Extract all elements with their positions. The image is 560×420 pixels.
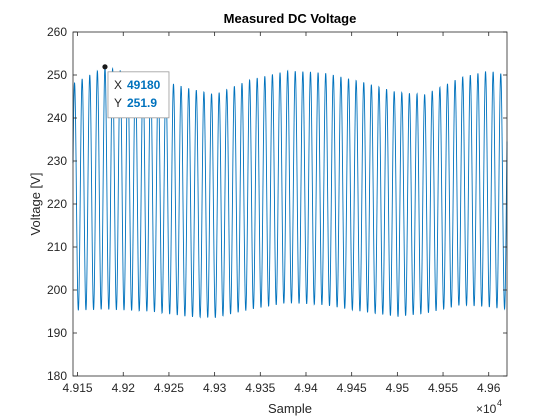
x-tick-label: 4.92	[112, 381, 136, 395]
voltage-series-line	[72, 66, 508, 319]
y-tick-label: 230	[47, 154, 67, 168]
x-axis: 4.915 4.92 4.925 4.93 4.935 4.94 4.945 4.95 4.95…	[63, 32, 501, 395]
y-axis: 180 190 200 210 220 230 240 250 260	[47, 25, 507, 383]
y-tick-label: 180	[47, 369, 67, 383]
datatip-marker	[102, 64, 108, 70]
chart-title: Measured DC Voltage	[224, 11, 357, 26]
x-axis-label: Sample	[268, 401, 312, 416]
y-tick-label: 200	[47, 283, 67, 297]
datatip-y-label: Y	[114, 96, 122, 110]
x-exponent: ×10 4	[476, 398, 502, 416]
x-exponent-base: ×10	[476, 402, 497, 416]
y-tick-label: 210	[47, 240, 67, 254]
x-tick-label: 4.93	[203, 381, 227, 395]
x-tick-label: 4.925	[154, 381, 184, 395]
y-axis-label: Voltage [V]	[28, 173, 43, 236]
series-group	[72, 66, 508, 319]
datatip[interactable]: X 49180 Y 251.9	[102, 64, 170, 119]
datatip-x-label: X	[114, 78, 122, 92]
datatip-x-value: 49180	[127, 78, 161, 92]
x-tick-label: 4.945	[337, 381, 367, 395]
x-tick-label: 4.935	[245, 381, 275, 395]
x-tick-label: 4.94	[294, 381, 318, 395]
x-tick-label: 4.96	[477, 381, 501, 395]
y-tick-label: 250	[47, 68, 67, 82]
datatip-y-value: 251.9	[127, 96, 157, 110]
datatip-box	[107, 71, 170, 119]
x-exponent-power: 4	[497, 398, 502, 408]
y-tick-label: 260	[47, 25, 67, 39]
y-tick-label: 240	[47, 111, 67, 125]
x-tick-label: 4.915	[63, 381, 93, 395]
x-tick-label: 4.955	[428, 381, 458, 395]
y-tick-label: 220	[47, 197, 67, 211]
y-tick-label: 190	[47, 326, 67, 340]
x-tick-label: 4.95	[386, 381, 410, 395]
